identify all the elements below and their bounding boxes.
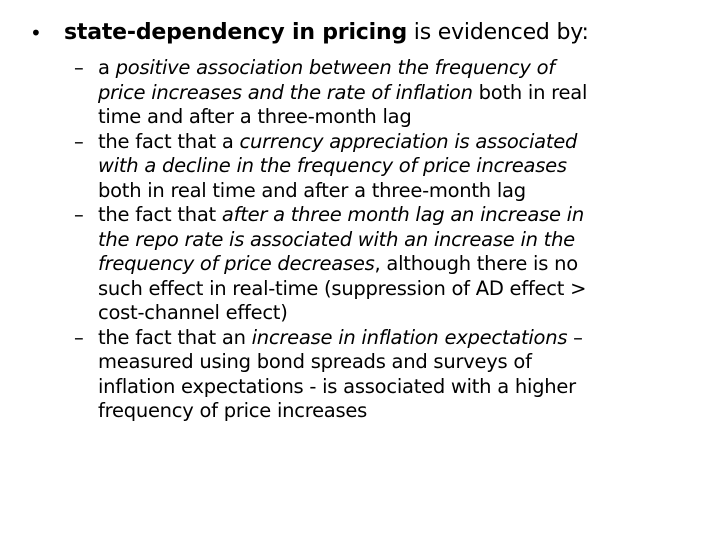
sub-bullet-list: – a positive association between the freq… [74, 56, 674, 424]
sub-bullet-line: both in real time and after a three-mont… [98, 179, 674, 204]
italic-text-segment: increase in inflation expectations [251, 325, 568, 349]
italic-text-segment: currency appreciation is associated [239, 129, 578, 153]
italic-text-segment: the repo rate is associated with an incr… [98, 227, 575, 251]
text-segment: measured using bond spreads and surveys … [98, 350, 532, 373]
text-segment: the fact that a [98, 129, 240, 153]
sub-bullet-line: time and after a three-month lag [98, 105, 674, 130]
sub-bullet-line: frequency of price increases [98, 399, 674, 424]
italic-text-segment: frequency of price decreases [98, 252, 375, 275]
text-segment: such effect in real-time (suppression of… [98, 276, 587, 300]
dash-bullet-icon: – [74, 203, 84, 226]
text-segment: time and after a three-month lag [98, 105, 412, 128]
main-bullet-text: state-dependency in pricing is evidenced… [64, 16, 589, 50]
text-segment: both in real [472, 80, 588, 104]
sub-bullet-line: the fact that an increase in inflation e… [98, 326, 674, 351]
text-segment: the fact that [98, 203, 222, 226]
sub-bullet-line: such effect in real-time (suppression of… [98, 277, 674, 302]
dash-bullet-icon: – [74, 56, 84, 79]
text-segment: both in real time and after a three-mont… [98, 178, 526, 202]
italic-text-segment: after a three month lag an increase in [221, 203, 584, 226]
sub-bullet-line: the fact that a currency appreciation is… [98, 130, 674, 155]
sub-bullet-line: the repo rate is associated with an incr… [98, 228, 674, 253]
dash-bullet-icon: – [74, 325, 84, 349]
bullet-dot-icon: • [30, 21, 42, 45]
sub-bullet-item: – the fact that after a three month lag a… [74, 203, 674, 326]
sub-bullet-line: inflation expectations - is associated w… [98, 375, 674, 400]
sub-bullet-line: frequency of price decreases, although t… [98, 252, 674, 277]
dash-bullet-icon: – [74, 129, 84, 153]
text-segment: the fact that an [98, 325, 252, 349]
italic-text-segment: price increases and the rate of inflatio… [98, 80, 473, 104]
sub-bullet-item: – the fact that a currency appreciation i… [74, 130, 674, 204]
main-bullet-rest: is evidenced by: [407, 20, 589, 45]
text-segment: – [567, 325, 583, 349]
sub-bullet-line: with a decline in the frequency of price… [98, 154, 674, 179]
sub-bullet-item: – the fact that an increase in inflation … [74, 326, 674, 424]
sub-bullet-line: price increases and the rate of inflatio… [98, 81, 674, 106]
sub-bullet-line: measured using bond spreads and surveys … [98, 350, 674, 375]
text-segment: , although there is no [374, 252, 579, 275]
text-segment: cost-channel effect) [98, 301, 288, 324]
text-segment: inflation expectations - is associated w… [98, 374, 576, 398]
text-segment: frequency of price increases [98, 399, 368, 422]
text-segment: a [98, 56, 116, 79]
italic-text-segment: with a decline in the frequency of price… [98, 154, 567, 177]
sub-bullet-item: – a positive association between the freq… [74, 56, 674, 130]
sub-bullet-line: cost-channel effect) [98, 301, 674, 326]
italic-text-segment: positive association between the frequen… [115, 56, 555, 79]
sub-bullet-line: a positive association between the frequ… [98, 56, 674, 81]
main-bullet-bold: state-dependency in pricing [64, 20, 407, 45]
sub-bullet-line: the fact that after a three month lag an… [98, 203, 674, 228]
